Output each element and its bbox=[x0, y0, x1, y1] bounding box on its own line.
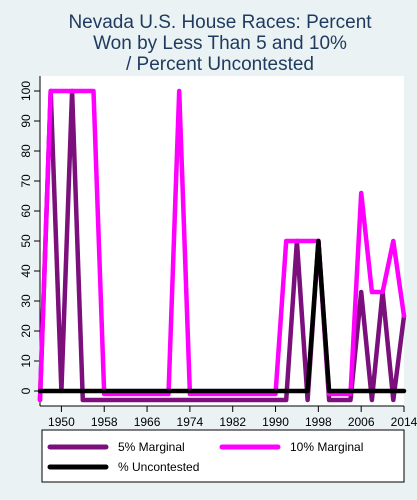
legend-label: % Uncontested bbox=[118, 460, 199, 474]
x-tick-label: 1958 bbox=[91, 415, 118, 429]
chart-title-line: Won by Less Than 5 and 10% bbox=[93, 33, 347, 54]
y-tick-label: 40 bbox=[19, 264, 33, 278]
x-tick-label: 1966 bbox=[134, 415, 161, 429]
chart-title-line: / Percent Uncontested bbox=[126, 54, 314, 75]
x-tick-label: 1974 bbox=[177, 415, 204, 429]
y-tick-label: 10 bbox=[19, 354, 33, 368]
series-line-uncontested bbox=[37, 238, 407, 394]
y-tick-label: 0 bbox=[19, 387, 33, 394]
legend: 5% Marginal 10% Marginal % Uncontested bbox=[47, 440, 363, 474]
y-tick-label: 70 bbox=[19, 174, 33, 188]
y-tick-label: 50 bbox=[19, 234, 33, 248]
y-axis-ticks: 0 10 20 30 40 50 60 70 80 90 100 bbox=[19, 81, 40, 394]
legend-label: 10% Marginal bbox=[290, 440, 363, 454]
y-tick-label: 80 bbox=[19, 144, 33, 158]
x-tick-label: 2006 bbox=[348, 415, 375, 429]
x-tick-label: 1990 bbox=[262, 415, 289, 429]
x-tick-label: 2014 bbox=[391, 415, 417, 429]
x-axis-ticks: 1950 1958 1966 1974 1982 1990 1998 2006 2014 bbox=[48, 406, 417, 429]
legend-box bbox=[41, 429, 405, 483]
series-group bbox=[37, 88, 407, 403]
y-tick-label: 100 bbox=[19, 81, 33, 101]
legend-label: 5% Marginal bbox=[118, 440, 185, 454]
series-line-10-marginal bbox=[37, 88, 407, 403]
chart-title-line: Nevada U.S. House Races: Percent bbox=[68, 12, 372, 33]
x-tick-label: 1950 bbox=[48, 415, 75, 429]
y-tick-label: 20 bbox=[19, 324, 33, 338]
x-tick-label: 1998 bbox=[305, 415, 332, 429]
y-tick-label: 90 bbox=[19, 114, 33, 128]
x-tick-label: 1982 bbox=[219, 415, 246, 429]
y-tick-label: 30 bbox=[19, 294, 33, 308]
y-tick-label: 60 bbox=[19, 204, 33, 218]
series-line-5-marginal bbox=[37, 88, 407, 403]
